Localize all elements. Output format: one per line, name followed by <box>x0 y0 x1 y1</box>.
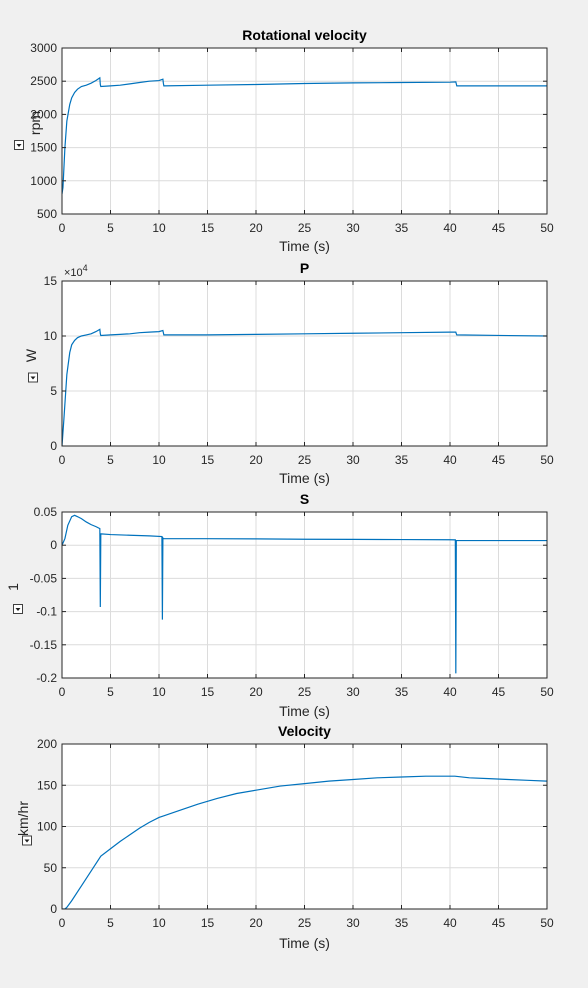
x-tick-label: 15 <box>201 221 215 235</box>
x-tick-label: 40 <box>443 685 457 699</box>
x-tick-label: 15 <box>201 685 215 699</box>
y-label-dropdown-arrow[interactable] <box>16 144 22 147</box>
y-label-dropdown-arrow[interactable] <box>24 839 30 843</box>
x-tick-label: 35 <box>395 685 409 699</box>
x-tick-label: 0 <box>59 453 66 467</box>
x-tick-label: 15 <box>201 916 215 930</box>
subplot-s: S Time (s) 0 5 10 15 20 25 30 35 40 45 50-0.2-0.15… <box>5 491 554 719</box>
x-tick-label: 0 <box>59 685 66 699</box>
y-tick-label: -0.1 <box>36 605 57 619</box>
x-tick-label: 20 <box>249 453 263 467</box>
y-axis-label: rpm <box>27 111 43 135</box>
y-label-dropdown-icon[interactable] <box>28 372 38 383</box>
y-label-dropdown-arrow[interactable] <box>30 376 36 380</box>
y-tick-label: 0 <box>50 439 57 453</box>
y-tick-label: 150 <box>37 778 57 792</box>
x-axis-label: Time (s) <box>279 703 330 719</box>
y-tick-label: 500 <box>37 207 57 221</box>
y-tick-label: 1000 <box>30 174 57 188</box>
x-tick-label: 30 <box>346 453 360 467</box>
y-label-dropdown-icon[interactable] <box>14 140 24 150</box>
y-tick-label: -0.2 <box>36 671 57 685</box>
y-axis-label: km/hr <box>15 801 31 836</box>
y-tick-label: 0.05 <box>34 505 58 519</box>
plot-title: S <box>300 491 309 507</box>
y-tick-label: 0 <box>50 902 57 916</box>
subplot-rotational-velocity: Rotational velocity Time (s) 0 5 10 15 20 25 3… <box>14 27 554 254</box>
x-tick-label: 30 <box>346 685 360 699</box>
series-line <box>62 775 547 909</box>
exponent-label: ×104 <box>64 263 88 279</box>
x-tick-label: 25 <box>298 221 312 235</box>
x-axis-label: Time (s) <box>279 470 330 486</box>
x-tick-label: 20 <box>249 221 263 235</box>
x-tick-label: 10 <box>152 221 166 235</box>
plot-title: Velocity <box>278 723 331 739</box>
y-label-dropdown-icon[interactable] <box>22 835 32 846</box>
x-tick-label: 10 <box>152 916 166 930</box>
x-tick-label: 45 <box>492 916 506 930</box>
y-tick-label: 2000 <box>30 107 57 121</box>
x-tick-label: 25 <box>298 916 312 930</box>
series-line <box>62 514 547 674</box>
y-axis-label: 1 <box>5 583 21 591</box>
x-tick-label: 5 <box>107 685 114 699</box>
x-tick-label: 25 <box>298 685 312 699</box>
y-label-dropdown-icon[interactable] <box>13 604 23 614</box>
x-tick-label: 50 <box>540 453 554 467</box>
y-tick-label: -0.05 <box>30 571 58 585</box>
subplot-velocity: Velocity Time (s) 0 5 10 15 20 25 30 35 40 45 50 0 5… <box>15 723 554 951</box>
x-tick-label: 45 <box>492 453 506 467</box>
x-tick-label: 0 <box>59 916 66 930</box>
x-tick-label: 10 <box>152 453 166 467</box>
y-tick-label: 5 <box>50 384 57 398</box>
y-tick-label: 200 <box>37 737 57 751</box>
x-tick-label: 15 <box>201 453 215 467</box>
y-tick-label: 3000 <box>30 41 57 55</box>
x-tick-label: 50 <box>540 685 554 699</box>
y-tick-label: 0 <box>50 538 57 552</box>
x-tick-label: 40 <box>443 221 457 235</box>
x-tick-label: 20 <box>249 916 263 930</box>
y-tick-label: 50 <box>44 861 58 875</box>
x-tick-label: 10 <box>152 685 166 699</box>
x-tick-label: 5 <box>107 221 114 235</box>
y-tick-label: 1500 <box>30 141 57 155</box>
y-tick-label: 10 <box>44 329 58 343</box>
x-tick-label: 0 <box>59 221 66 235</box>
x-tick-label: 35 <box>395 916 409 930</box>
x-tick-label: 5 <box>107 916 114 930</box>
exponent-base: ×10 <box>64 267 83 279</box>
x-tick-label: 5 <box>107 453 114 467</box>
y-label-dropdown-arrow[interactable] <box>15 608 21 611</box>
x-tick-label: 50 <box>540 221 554 235</box>
x-tick-label: 35 <box>395 221 409 235</box>
subplot-p: P Time (s) ×104 0 5 10 15 20 25 30 35 40 45 50 0 5 10… <box>23 260 554 486</box>
x-tick-label: 45 <box>492 221 506 235</box>
x-tick-label: 20 <box>249 685 263 699</box>
y-tick-label: 2500 <box>30 74 57 88</box>
plot-title: Rotational velocity <box>242 27 367 43</box>
y-tick-label: 100 <box>37 820 57 834</box>
y-tick-label: -0.15 <box>30 638 58 652</box>
x-axis-label: Time (s) <box>279 935 330 951</box>
y-axis-label: W <box>23 348 39 362</box>
series-line <box>62 76 547 195</box>
y-tick-label: 15 <box>44 274 58 288</box>
x-tick-label: 30 <box>346 221 360 235</box>
x-tick-label: 40 <box>443 453 457 467</box>
x-axis-label: Time (s) <box>279 238 330 254</box>
x-tick-label: 45 <box>492 685 506 699</box>
plot-title: P <box>300 260 309 276</box>
x-tick-label: 50 <box>540 916 554 930</box>
x-tick-label: 35 <box>395 453 409 467</box>
exponent-power: 4 <box>83 263 88 273</box>
x-tick-label: 25 <box>298 453 312 467</box>
x-tick-label: 30 <box>346 916 360 930</box>
x-tick-label: 40 <box>443 916 457 930</box>
series-line <box>62 328 547 446</box>
